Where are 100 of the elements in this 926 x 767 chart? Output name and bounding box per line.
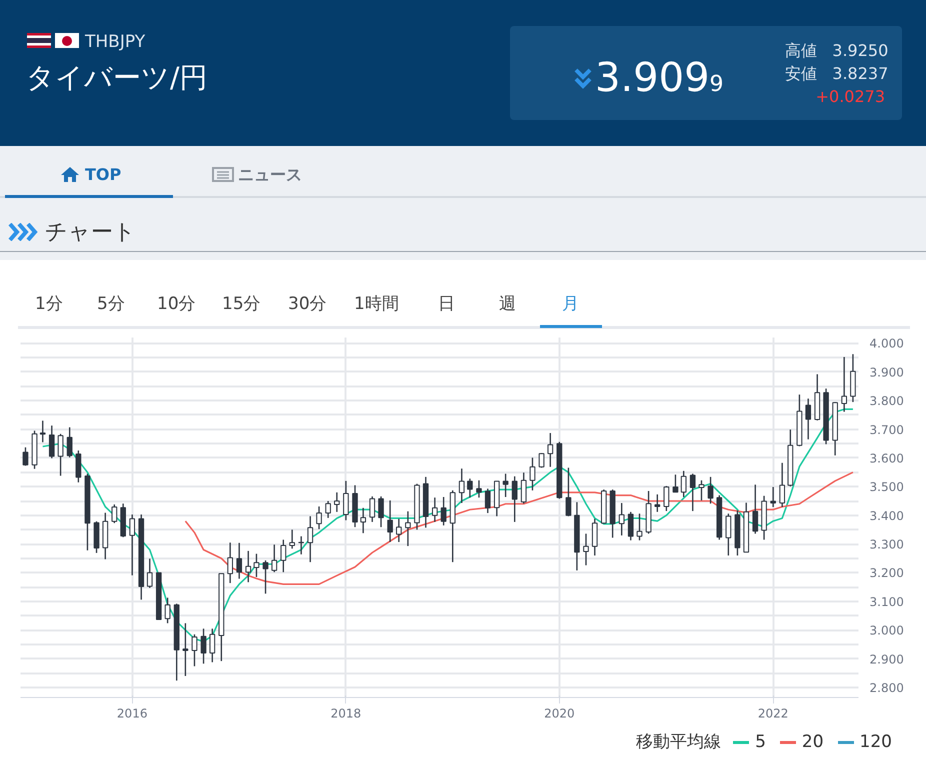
candlestick	[592, 518, 598, 556]
candlestick	[112, 504, 118, 524]
y-tick-label: 3.300	[870, 538, 904, 552]
candlestick	[530, 457, 536, 492]
text: 10分	[157, 293, 196, 316]
y-tick-label: 3.400	[870, 508, 904, 523]
candlestick	[690, 473, 696, 512]
candlestick	[618, 502, 624, 536]
y-tick-label: 3.700	[870, 422, 904, 437]
text: 3.9099	[595, 55, 724, 101]
candlestick	[636, 512, 642, 541]
text: ニュース	[238, 164, 302, 186]
candlestick	[254, 553, 260, 578]
candlestick	[378, 496, 384, 528]
x-tick-label: 2020	[544, 706, 575, 720]
candlestick	[484, 488, 491, 514]
candlestick	[566, 467, 572, 517]
text: 5分	[97, 293, 125, 316]
candlestick	[698, 480, 704, 502]
text: +0.0273	[816, 86, 885, 108]
text: 高値 3.9250	[785, 41, 888, 60]
candlestick	[334, 492, 340, 513]
candlestick	[387, 500, 393, 543]
y-tick-label: 3.800	[870, 394, 904, 408]
text: 30分	[288, 293, 327, 316]
text: 月	[562, 293, 579, 316]
candlestick	[628, 511, 634, 541]
candlestick	[440, 496, 446, 526]
candlestick	[512, 476, 518, 523]
text: 1分	[35, 293, 63, 316]
candlestick	[432, 496, 438, 523]
candlestick	[680, 470, 686, 498]
candlestick	[22, 446, 28, 466]
candlestick	[502, 473, 508, 498]
candlestick	[467, 478, 473, 498]
candlestick	[538, 452, 544, 468]
y-tick-label: 3.900	[870, 365, 904, 380]
candlestick	[40, 420, 46, 443]
candlestick	[664, 485, 670, 512]
text: 15分	[222, 293, 261, 316]
candlestick	[583, 533, 589, 566]
candlestick	[841, 356, 848, 412]
candlestick	[672, 474, 678, 493]
y-tick-label: 4.000	[870, 336, 904, 351]
candlestick	[245, 550, 252, 583]
text: チャート	[45, 219, 136, 247]
legend-title: 移動平均線	[636, 730, 722, 754]
candlestick	[708, 476, 714, 504]
x-tick-label: 2016	[116, 706, 148, 720]
chart-title: タイバーツ/円	[26, 60, 208, 96]
candlestick	[146, 558, 153, 589]
candlestick	[280, 539, 286, 573]
candlestick	[405, 510, 411, 547]
candlestick	[271, 544, 278, 573]
chart-subtitle: THBJPY	[85, 31, 146, 54]
candlestick	[458, 468, 465, 504]
candlestick	[770, 486, 776, 508]
y-tick-label: 3.500	[870, 480, 904, 494]
candlestick	[316, 506, 322, 530]
y-tick-label: 2.800	[870, 680, 904, 695]
legend-label: 20	[802, 730, 824, 754]
y-tick-label: 3.600	[870, 451, 904, 466]
candlestick	[289, 529, 295, 550]
candlestick	[227, 542, 233, 584]
x-tick-label: 2022	[758, 706, 788, 720]
candlestick	[182, 622, 188, 677]
text: 週	[499, 293, 516, 316]
candlestick	[262, 560, 268, 594]
candlestick	[805, 398, 812, 440]
candlestick	[200, 628, 206, 664]
candlestick	[209, 628, 216, 663]
text: 1時間	[354, 293, 399, 316]
text: 安値 3.8237	[785, 64, 888, 83]
legend-label: 120	[860, 730, 892, 754]
candlestick	[325, 500, 331, 519]
candlestick	[192, 634, 198, 667]
y-tick-label: 2.900	[870, 652, 904, 666]
x-tick-label: 2018	[330, 706, 362, 720]
candlestick	[58, 433, 64, 476]
text: 日	[438, 293, 455, 316]
candlestick	[164, 597, 170, 624]
candlestick	[307, 516, 314, 563]
candlestick	[129, 514, 136, 576]
candlestick	[752, 484, 758, 534]
candlestick	[76, 450, 82, 484]
candlestick	[343, 480, 349, 521]
candlestick	[369, 496, 376, 523]
y-tick-label: 3.200	[870, 566, 904, 580]
candlestick	[48, 424, 55, 459]
candlestick	[360, 507, 366, 534]
candlestick	[726, 512, 732, 556]
candlestick	[476, 480, 482, 498]
line-series	[184, 472, 854, 585]
candlestick	[779, 462, 786, 508]
candlestick	[396, 518, 402, 543]
y-tick-label: 3.000	[870, 624, 904, 638]
candlestick	[520, 472, 527, 504]
legend-label: 5	[755, 730, 766, 754]
candlestick	[547, 432, 554, 468]
y-tick-label: 3.100	[870, 594, 904, 609]
